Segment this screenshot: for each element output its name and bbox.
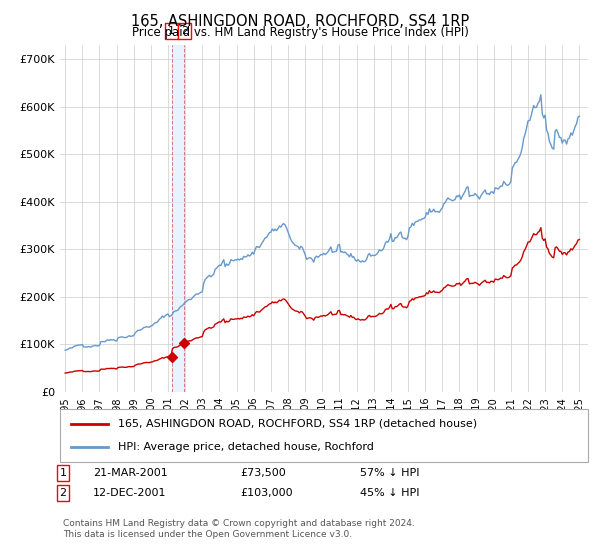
Text: £103,000: £103,000 xyxy=(240,488,293,498)
Text: 165, ASHINGDON ROAD, ROCHFORD, SS4 1RP: 165, ASHINGDON ROAD, ROCHFORD, SS4 1RP xyxy=(131,14,469,29)
FancyBboxPatch shape xyxy=(60,409,588,462)
Text: £73,500: £73,500 xyxy=(240,468,286,478)
Text: 1: 1 xyxy=(59,468,67,478)
Text: Contains HM Land Registry data © Crown copyright and database right 2024.
This d: Contains HM Land Registry data © Crown c… xyxy=(63,520,415,539)
Text: 45% ↓ HPI: 45% ↓ HPI xyxy=(360,488,419,498)
Text: 21-MAR-2001: 21-MAR-2001 xyxy=(93,468,168,478)
Text: HPI: Average price, detached house, Rochford: HPI: Average price, detached house, Roch… xyxy=(118,442,374,452)
Text: 2: 2 xyxy=(59,488,67,498)
Text: 2: 2 xyxy=(181,26,188,36)
Text: 165, ASHINGDON ROAD, ROCHFORD, SS4 1RP (detached house): 165, ASHINGDON ROAD, ROCHFORD, SS4 1RP (… xyxy=(118,419,477,429)
Text: 57% ↓ HPI: 57% ↓ HPI xyxy=(360,468,419,478)
Text: 12-DEC-2001: 12-DEC-2001 xyxy=(93,488,167,498)
Text: Price paid vs. HM Land Registry's House Price Index (HPI): Price paid vs. HM Land Registry's House … xyxy=(131,26,469,39)
Text: 1: 1 xyxy=(168,26,175,36)
Bar xyxy=(172,45,184,392)
